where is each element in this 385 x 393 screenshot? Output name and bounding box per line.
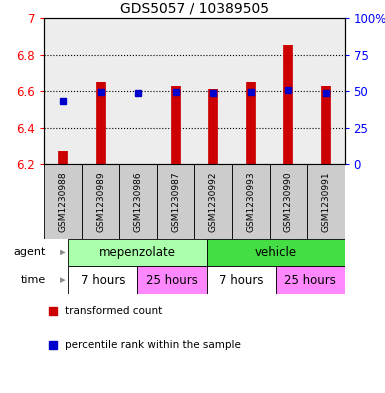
FancyBboxPatch shape	[194, 164, 232, 239]
Text: vehicle: vehicle	[254, 246, 296, 259]
FancyBboxPatch shape	[232, 164, 270, 239]
Text: GSM1230993: GSM1230993	[246, 171, 255, 232]
FancyBboxPatch shape	[137, 266, 206, 294]
Text: transformed count: transformed count	[65, 306, 162, 316]
Text: GSM1230988: GSM1230988	[59, 171, 67, 232]
FancyBboxPatch shape	[206, 266, 276, 294]
Text: agent: agent	[13, 248, 46, 257]
Text: GSM1230986: GSM1230986	[134, 171, 142, 232]
Text: 7 hours: 7 hours	[219, 274, 263, 286]
FancyBboxPatch shape	[69, 239, 206, 266]
FancyBboxPatch shape	[157, 164, 194, 239]
Text: GSM1230992: GSM1230992	[209, 171, 218, 231]
FancyBboxPatch shape	[44, 164, 82, 239]
FancyBboxPatch shape	[82, 164, 119, 239]
FancyBboxPatch shape	[119, 164, 157, 239]
Bar	[44, 18, 82, 164]
Title: GDS5057 / 10389505: GDS5057 / 10389505	[120, 2, 269, 15]
FancyBboxPatch shape	[276, 266, 345, 294]
Bar	[194, 18, 232, 164]
Text: 25 hours: 25 hours	[284, 274, 336, 286]
Text: 7 hours: 7 hours	[81, 274, 125, 286]
Text: GSM1230991: GSM1230991	[321, 171, 330, 232]
Text: GSM1230987: GSM1230987	[171, 171, 180, 232]
Text: GSM1230990: GSM1230990	[284, 171, 293, 232]
Bar	[119, 18, 157, 164]
FancyBboxPatch shape	[206, 239, 345, 266]
Text: percentile rank within the sample: percentile rank within the sample	[65, 340, 241, 350]
Text: mepenzolate: mepenzolate	[99, 246, 176, 259]
Text: 25 hours: 25 hours	[146, 274, 198, 286]
Bar	[307, 18, 345, 164]
FancyBboxPatch shape	[307, 164, 345, 239]
Bar	[82, 18, 119, 164]
FancyBboxPatch shape	[270, 164, 307, 239]
Bar	[270, 18, 307, 164]
Bar	[232, 18, 270, 164]
Text: time: time	[21, 275, 46, 285]
Text: GSM1230989: GSM1230989	[96, 171, 105, 232]
FancyBboxPatch shape	[69, 266, 137, 294]
Bar	[157, 18, 194, 164]
